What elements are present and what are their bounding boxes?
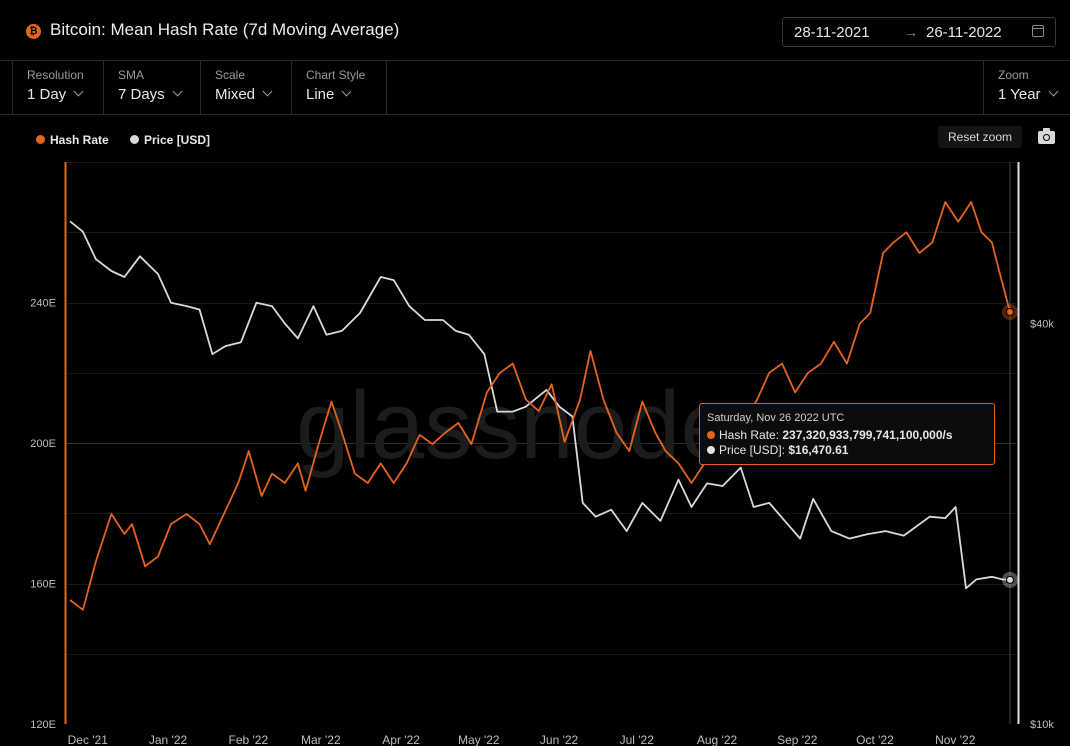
hash-rate-hover-point — [1006, 307, 1014, 316]
tooltip-hash-dot — [707, 431, 715, 439]
chart-toolbar: Resolution 1 Day SMA 7 Days Scale Mixed … — [0, 60, 1070, 115]
x-tick-label: Jul '22 — [620, 733, 655, 746]
x-tick-label: Oct '22 — [856, 733, 894, 746]
resolution-label: Resolution — [27, 68, 84, 82]
bitcoin-logo-icon: ₿ — [26, 24, 41, 39]
y-right-tick-label: $10k — [1030, 719, 1054, 731]
y-left-tick-label: 160E — [30, 579, 56, 591]
tooltip-hash-row: Hash Rate: 237,320,933,799,741,100,000/s — [707, 428, 953, 442]
chart-style-label: Chart Style — [306, 68, 366, 82]
scale-label: Scale — [215, 68, 246, 82]
chart-style-value[interactable]: Line — [306, 86, 352, 103]
tooltip: Saturday, Nov 26 2022 UTC Hash Rate: 237… — [699, 403, 995, 465]
arrow-right-icon: → — [904, 24, 918, 40]
chart-style-dropdown[interactable]: Chart Style Line — [292, 60, 387, 114]
sma-dropdown[interactable]: SMA 7 Days — [104, 60, 201, 114]
y-right-tick-label: $40k — [1030, 319, 1054, 331]
y-left-tick-label: 240E — [30, 298, 56, 310]
x-tick-label: Dec '21 — [68, 733, 109, 746]
legend-dot-hash-rate — [36, 135, 45, 144]
x-axis-ticks: Dec '21 Jan '22 Feb '22 Mar '22 Apr '22 May '… — [68, 733, 976, 746]
legend-label-hash-rate: Hash Rate — [50, 133, 109, 147]
watermark: glassnode — [296, 372, 734, 479]
tooltip-hash-value: 237,320,933,799,741,100,000/s — [782, 428, 953, 442]
legend-label-price: Price [USD] — [144, 133, 211, 147]
calendar-icon[interactable] — [1032, 25, 1044, 37]
price-series-line[interactable] — [69, 220, 1011, 590]
y-axis-ticks: 120E 160E 200E 240E $10k $40k — [30, 298, 1054, 732]
date-to-input[interactable]: 26-11-2022 — [926, 24, 1002, 41]
page-title: Bitcoin: Mean Hash Rate (7d Moving Avera… — [50, 20, 400, 39]
scale-value[interactable]: Mixed — [215, 86, 273, 103]
hover-markers — [1002, 303, 1018, 588]
tooltip-price-label: Price [USD]: — [719, 443, 789, 457]
x-tick-label: Feb '22 — [228, 733, 268, 746]
tooltip-hash-label: Hash Rate: — [719, 428, 783, 442]
resolution-dropdown[interactable]: Resolution 1 Day — [12, 60, 104, 114]
y-left-tick-label: 120E — [30, 719, 56, 731]
x-tick-label: May '22 — [458, 733, 500, 746]
zoom-value[interactable]: 1 Year — [998, 86, 1058, 103]
resolution-value[interactable]: 1 Day — [27, 86, 84, 103]
zoom-label: Zoom — [998, 68, 1029, 82]
price-hover-point — [1006, 575, 1014, 584]
x-tick-label: Jun '22 — [540, 733, 579, 746]
legend-dot-price — [130, 135, 139, 144]
x-tick-label: Nov '22 — [935, 733, 976, 746]
reset-zoom-button[interactable]: Reset zoom — [938, 126, 1022, 148]
chart-header: ₿ Bitcoin: Mean Hash Rate (7d Moving Ave… — [0, 0, 1070, 61]
scale-dropdown[interactable]: Scale Mixed — [201, 60, 292, 114]
tooltip-price-dot — [707, 446, 715, 454]
legend-price[interactable]: Price [USD] — [130, 133, 210, 147]
x-tick-label: Apr '22 — [382, 733, 420, 746]
x-tick-label: Jan '22 — [149, 733, 188, 746]
y-left-tick-label: 200E — [30, 438, 56, 450]
hash-rate-series-line[interactable] — [69, 201, 1011, 611]
x-tick-label: Aug '22 — [697, 733, 738, 746]
legend-hash-rate[interactable]: Hash Rate — [36, 133, 109, 147]
tooltip-price-row: Price [USD]: $16,470.61 — [707, 443, 848, 457]
date-range-picker[interactable]: 28-11-2021 → 26-11-2022 — [782, 17, 1056, 47]
tooltip-timestamp: Saturday, Nov 26 2022 UTC — [707, 412, 845, 424]
grid-lines — [66, 162, 1016, 655]
camera-icon[interactable] — [1038, 128, 1055, 144]
sma-label: SMA — [118, 68, 145, 82]
x-tick-label: Mar '22 — [301, 733, 341, 746]
sma-value[interactable]: 7 Days — [118, 86, 183, 103]
zoom-dropdown[interactable]: Zoom 1 Year — [983, 60, 1061, 114]
x-tick-label: Sep '22 — [777, 733, 818, 746]
date-from-input[interactable]: 28-11-2021 — [794, 24, 870, 41]
tooltip-price-value: $16,470.61 — [788, 443, 849, 457]
